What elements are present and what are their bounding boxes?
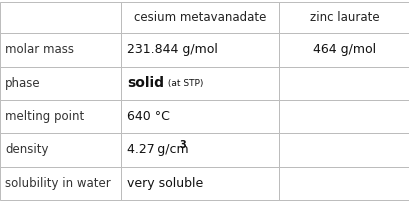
Text: (at STP): (at STP) xyxy=(164,79,203,88)
Bar xyxy=(278,167,409,200)
Bar xyxy=(0,67,121,100)
Bar xyxy=(121,133,278,167)
Bar xyxy=(0,100,121,133)
Text: solid: solid xyxy=(127,76,164,90)
Bar xyxy=(278,133,409,167)
Text: 231.844 g/mol: 231.844 g/mol xyxy=(127,43,218,57)
Text: very soluble: very soluble xyxy=(127,177,203,190)
Bar xyxy=(278,100,409,133)
Bar xyxy=(0,33,121,67)
Text: molar mass: molar mass xyxy=(5,43,74,57)
Text: zinc laurate: zinc laurate xyxy=(309,11,378,24)
Bar xyxy=(121,100,278,133)
Bar xyxy=(121,67,278,100)
Bar xyxy=(278,67,409,100)
Text: 464 g/mol: 464 g/mol xyxy=(312,43,375,57)
Bar xyxy=(0,133,121,167)
Bar xyxy=(278,2,409,33)
Bar xyxy=(121,2,278,33)
Text: phase: phase xyxy=(5,77,40,90)
Bar xyxy=(121,167,278,200)
Bar xyxy=(278,33,409,67)
Text: 4.27 g/cm: 4.27 g/cm xyxy=(127,143,188,157)
Text: 3: 3 xyxy=(179,140,186,150)
Text: solubility in water: solubility in water xyxy=(5,177,110,190)
Text: density: density xyxy=(5,143,48,157)
Text: 640 °C: 640 °C xyxy=(127,110,170,123)
Text: cesium metavanadate: cesium metavanadate xyxy=(133,11,265,24)
Bar xyxy=(0,167,121,200)
Text: melting point: melting point xyxy=(5,110,84,123)
Bar xyxy=(0,2,121,33)
Bar xyxy=(121,33,278,67)
